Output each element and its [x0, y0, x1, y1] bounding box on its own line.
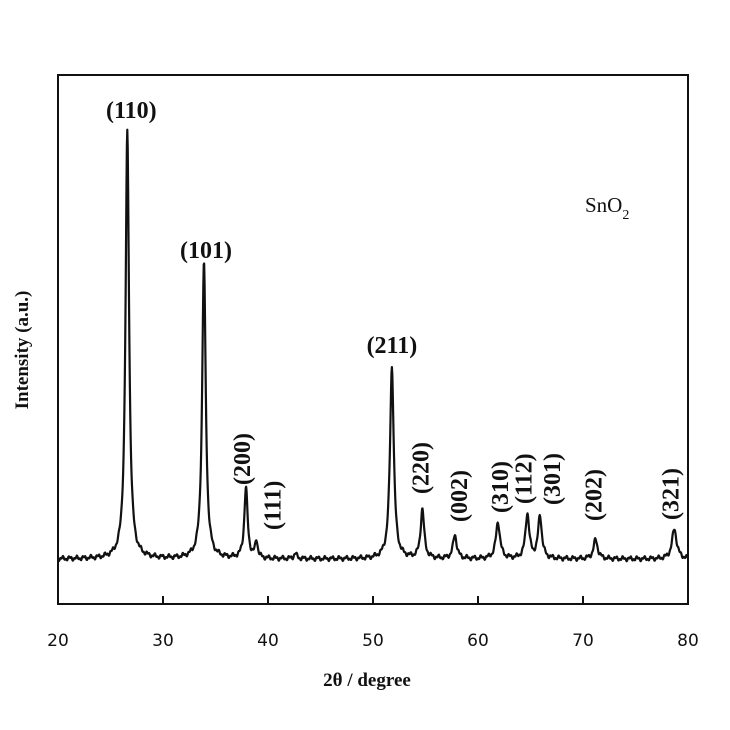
y-axis-title: Intensity (a.u.): [12, 291, 33, 410]
xrd-pattern-line: [56, 128, 689, 563]
peak-label: (111): [260, 481, 286, 530]
peak-label: (110): [106, 98, 157, 124]
peak-labels: (110) (101) (200)(111) (211) (220) (002) (310)…: [106, 98, 684, 530]
x-tick-label: 70: [572, 631, 594, 651]
peak-label: (101): [180, 238, 232, 264]
peak-label: (112): [511, 453, 537, 504]
x-tick-label: 20: [47, 631, 69, 651]
x-tick-label: 30: [152, 631, 174, 651]
sample-label: SnO2: [585, 193, 629, 223]
peak-label: (200): [230, 433, 256, 485]
x-tick-label: 40: [257, 631, 279, 651]
x-axis-title: 2θ / degree: [323, 670, 411, 691]
peak-label: (211): [367, 333, 418, 359]
peak-label: (202): [582, 469, 608, 521]
x-tick-label: 60: [467, 631, 489, 651]
x-tick-label: 80: [677, 631, 699, 651]
x-tick-label: 50: [362, 631, 384, 651]
x-axis-ticks: [57, 596, 689, 604]
peak-label: (301): [540, 453, 566, 505]
peak-label: (310): [488, 461, 514, 513]
peak-label: (002): [447, 470, 473, 522]
peak-label: (220): [408, 442, 434, 494]
x-axis-tick-labels: 20 30 40 50 60 70 80: [47, 631, 699, 651]
peak-label: (321): [658, 468, 684, 520]
